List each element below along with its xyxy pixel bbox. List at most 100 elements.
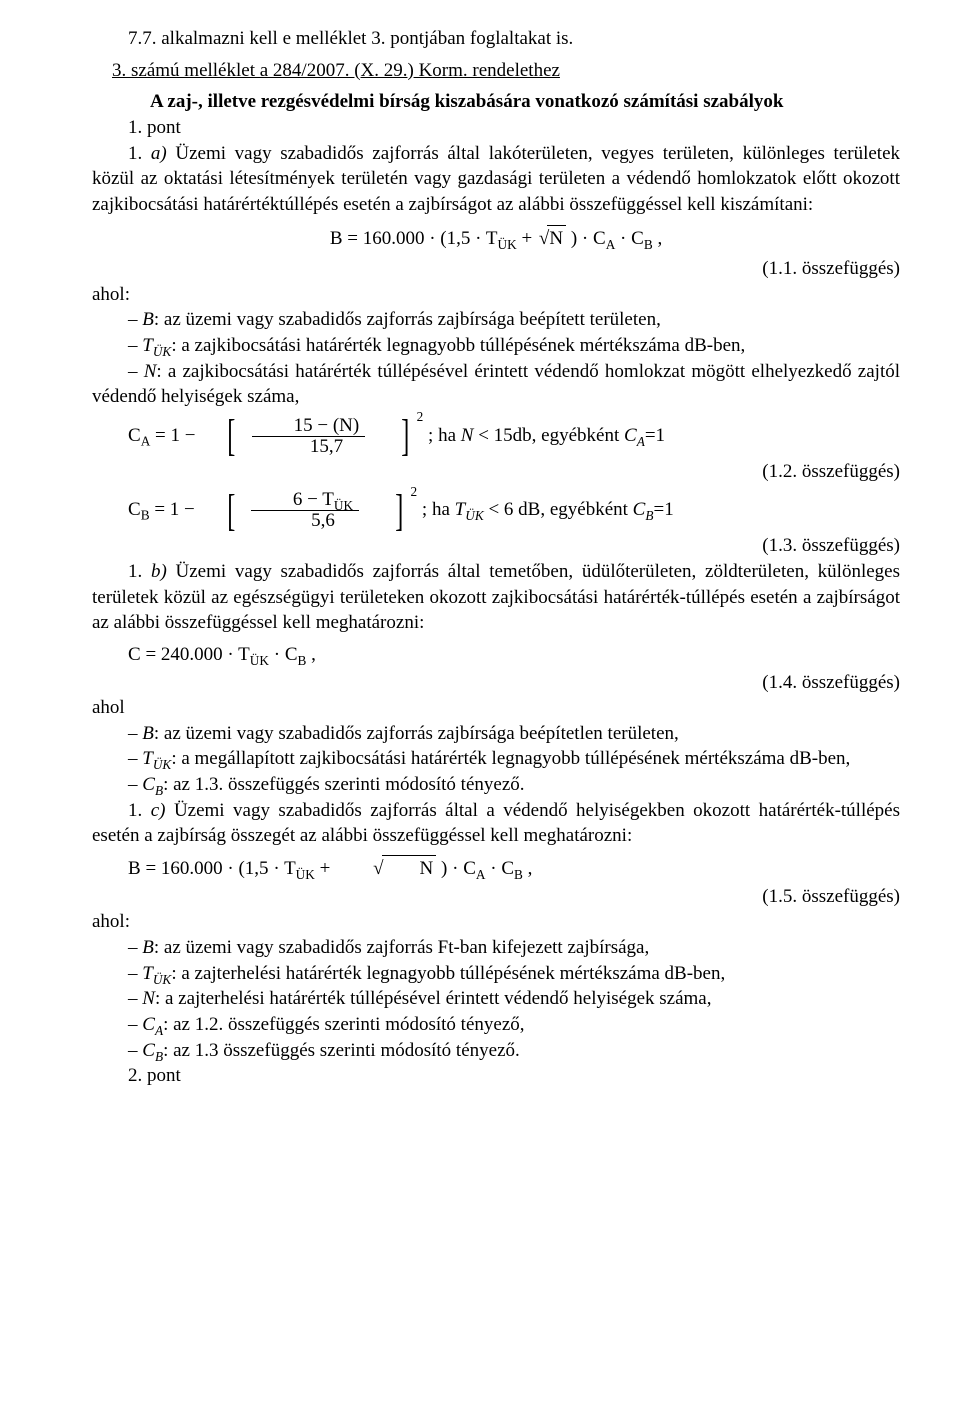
def-B-txt: : az üzemi vagy szabadidős zajforrás zaj… xyxy=(154,309,661,330)
ahol-2: ahol xyxy=(92,695,900,721)
dash: – xyxy=(128,335,142,356)
fCB-frac: 6 − TÜK 5,6 xyxy=(251,490,359,531)
f5-Tsub: ÜK xyxy=(296,867,315,882)
fC-CB: C xyxy=(285,644,298,665)
fCB-num-a: 6 − T xyxy=(293,489,334,510)
fCA-CAsub: A xyxy=(637,434,645,449)
def-CB2-sub: B xyxy=(155,783,163,798)
para-1a-num: 1. xyxy=(128,143,151,164)
f1-CA: C xyxy=(593,228,606,249)
fCA-cond-rest: < 15db, egyébként xyxy=(473,425,624,446)
fCB-C: C xyxy=(128,499,141,520)
eq-ref-1-4: (1.4. összefüggés) xyxy=(92,670,900,696)
def-B-sym: B xyxy=(142,309,154,330)
eq-ref-1-5: (1.5. összefüggés) xyxy=(92,884,900,910)
def-T3-sub: ÜK xyxy=(153,971,171,986)
fC-mul2: · xyxy=(274,644,280,665)
para-1c-letter: c) xyxy=(151,800,166,821)
f5-sqrt: N xyxy=(335,855,436,882)
def-CB2-txt: : az 1.3. összefüggés szerinti módosító … xyxy=(163,774,524,795)
eq-ref-1-3: (1.3. összefüggés) xyxy=(92,533,900,559)
annex-title: 3. számú melléklet a 284/2007. (X. 29.) … xyxy=(92,58,900,84)
def-B3: – B: az üzemi vagy szabadidős zajforrás … xyxy=(92,935,900,961)
bracket-r-icon: ] xyxy=(381,417,409,455)
para-1a: 1. a) Üzemi vagy szabadidős zajforrás ál… xyxy=(92,141,900,218)
fC-C: C xyxy=(128,644,141,665)
fCB-num: 6 − TÜK xyxy=(251,490,359,510)
f1-rp: ) xyxy=(571,228,577,249)
fC-mul1: · xyxy=(227,644,233,665)
def-N3-sym: N xyxy=(142,988,155,1009)
point-2: 2. pont xyxy=(92,1063,900,1089)
def-N-txt: : a zajkibocsátási határérték túllépésév… xyxy=(92,361,900,408)
def-CA3-sub: A xyxy=(155,1023,163,1038)
fC-eq: = 240.000 xyxy=(145,644,222,665)
fCB-sub: B xyxy=(141,508,150,523)
def-T2-sym: T xyxy=(142,748,153,769)
fCB-den: 5,6 xyxy=(251,510,359,531)
f1-CAsub: A xyxy=(606,237,616,252)
def-T-sub: ÜK xyxy=(153,344,171,359)
eq-ref-1-2: (1.2. összefüggés) xyxy=(92,459,900,485)
f5-rp: ) xyxy=(441,858,447,879)
ahol-1: ahol: xyxy=(92,282,900,308)
def-CA3-sym: C xyxy=(142,1014,155,1035)
f1-eq: = 160.000 xyxy=(347,228,424,249)
f5-eq: = 160.000 xyxy=(145,858,222,879)
fCA-den: 15,7 xyxy=(252,436,366,457)
dash: – xyxy=(128,774,142,795)
f5-CBsub: B xyxy=(514,867,523,882)
def-TUK3: – TÜK: a zajterhelési határérték legnagy… xyxy=(92,961,900,987)
fCB-num-sub: ÜK xyxy=(334,498,353,513)
fCA-CA: C xyxy=(624,425,637,446)
fC-T: T xyxy=(238,644,250,665)
dash: – xyxy=(128,937,142,958)
def-CB3-txt: : az 1.3 összefüggés szerinti módosító t… xyxy=(163,1040,520,1061)
def-B2-sym: B xyxy=(142,723,154,744)
f5-lp: (1,5 xyxy=(238,858,268,879)
f5-CA: C xyxy=(463,858,476,879)
fCA-N: N xyxy=(461,425,474,446)
def-CA3: – CA: az 1.2. összefüggés szerinti módos… xyxy=(92,1012,900,1038)
dash: – xyxy=(128,1014,142,1035)
def-T-txt: : a zajkibocsátási határérték legnagyobb… xyxy=(171,335,745,356)
fCA-eq1: =1 xyxy=(645,425,665,446)
f1-CB: C xyxy=(631,228,644,249)
def-N3-txt: : a zajterhelési határérték túllépésével… xyxy=(155,988,712,1009)
formula-1-1: B = 160.000 · (1,5 · TÜK + N ) · CA · CB… xyxy=(92,225,900,252)
def-N: – N: a zajkibocsátási határérték túllépé… xyxy=(92,359,900,410)
f1-mul4: · xyxy=(620,228,626,249)
fCA-frac: 15 − (N) 15,7 xyxy=(252,416,366,457)
def-N3: – N: a zajterhelési határérték túllépésé… xyxy=(92,986,900,1012)
def-CB3: – CB: az 1.3 összefüggés szerinti módosí… xyxy=(92,1038,900,1064)
def-T2-txt: : a megállapított zajkibocsátási határér… xyxy=(171,748,850,769)
f1-B: B xyxy=(330,228,343,249)
formula-CA: CA = 1 − [ 15 − (N) 15,7 ]2 ; ha N < 15d… xyxy=(92,416,900,457)
f1-plus: + xyxy=(521,228,532,249)
f5-T: T xyxy=(284,858,296,879)
para-7-7: 7.7. alkalmazni kell e melléklet 3. pont… xyxy=(92,26,900,52)
dash: – xyxy=(128,723,142,744)
fCB-cond-pre: ; ha xyxy=(422,499,455,520)
fCA-sq: 2 xyxy=(417,409,424,424)
f5-comma: , xyxy=(528,858,533,879)
formula-C: C = 240.000 · TÜK · CB , xyxy=(92,642,900,668)
bracket-l-icon: [ xyxy=(208,417,236,455)
f5-plus: + xyxy=(320,858,331,879)
para-1a-text: Üzemi vagy szabadidős zajforrás által la… xyxy=(92,143,900,215)
def-T3-txt: : a zajterhelési határérték legnagyobb t… xyxy=(171,963,725,984)
ahol-3: ahol: xyxy=(92,909,900,935)
eq-ref-1-1: (1.1. összefüggés) xyxy=(92,256,900,282)
def-N-sym: N xyxy=(144,361,157,382)
dash: – xyxy=(128,361,144,382)
f5-mul4: · xyxy=(490,858,496,879)
fCB-cond-rest: < 6 dB, egyébként xyxy=(484,499,633,520)
f5-mul3: · xyxy=(452,858,458,879)
f1-mul2: · xyxy=(475,228,481,249)
def-CB3-sym: C xyxy=(142,1040,155,1061)
para-1c: 1. c) Üzemi vagy szabadidős zajforrás ál… xyxy=(92,798,900,849)
dash: – xyxy=(128,309,142,330)
def-B2: – B: az üzemi vagy szabadidős zajforrás … xyxy=(92,721,900,747)
fCB-T: T xyxy=(455,499,466,520)
fCA-C: C xyxy=(128,425,141,446)
